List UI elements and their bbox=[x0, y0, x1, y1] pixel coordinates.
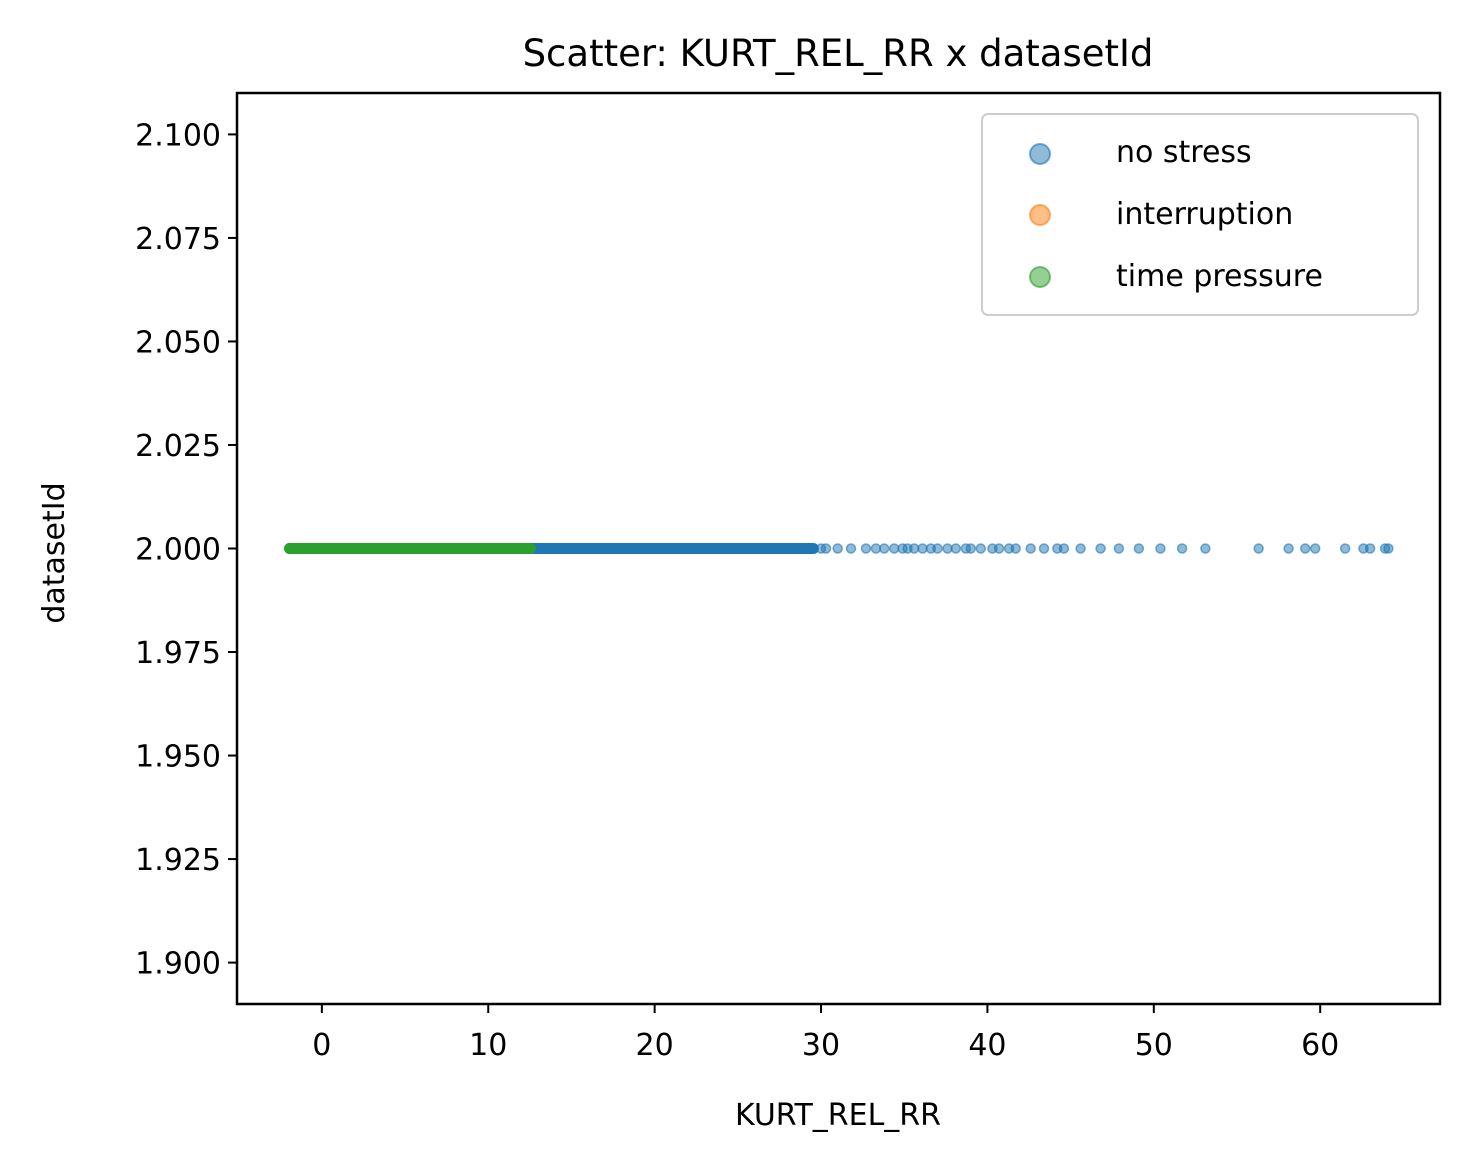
legend-marker-time-pressure bbox=[1029, 266, 1051, 288]
data-point-no-stress bbox=[1309, 543, 1321, 554]
legend-label-time-pressure: time pressure bbox=[1116, 259, 1323, 294]
data-point-no-stress bbox=[1200, 543, 1211, 554]
data-point-no-stress bbox=[1010, 543, 1021, 554]
x-axis-ticks: 0 10 20 30 40 50 60 bbox=[312, 1004, 1339, 1063]
y-tick-label: 1.925 bbox=[135, 843, 221, 878]
plot-points bbox=[284, 543, 1394, 554]
data-point-no-stress bbox=[1058, 543, 1070, 554]
x-tick-label: 30 bbox=[802, 1028, 840, 1063]
data-point-no-stress bbox=[1364, 543, 1376, 554]
x-tick-label: 50 bbox=[1135, 1028, 1173, 1063]
y-tick-label: 1.900 bbox=[135, 947, 221, 982]
x-tick-label: 20 bbox=[636, 1028, 674, 1063]
data-point-no-stress bbox=[1253, 543, 1264, 554]
data-point-no-stress bbox=[993, 543, 1005, 554]
data-point-no-stress bbox=[1133, 543, 1145, 554]
data-point-no-stress bbox=[1155, 543, 1166, 554]
x-tick-label: 40 bbox=[968, 1028, 1006, 1063]
legend: no stress interruption time pressure bbox=[981, 113, 1419, 316]
data-point-no-stress bbox=[1095, 543, 1106, 554]
data-point-no-stress bbox=[820, 543, 832, 554]
data-point-no-stress bbox=[1283, 543, 1294, 554]
data-point-no-stress bbox=[1299, 543, 1311, 554]
data-point-no-stress bbox=[860, 543, 872, 554]
data-point-no-stress bbox=[975, 543, 987, 554]
y-tick-label: 1.950 bbox=[135, 740, 221, 775]
data-point-no-stress bbox=[1339, 543, 1351, 554]
data-point-no-stress bbox=[832, 543, 843, 554]
y-tick-label: 2.075 bbox=[135, 222, 221, 257]
legend-label-interruption: interruption bbox=[1116, 197, 1293, 232]
y-tick-label: 2.050 bbox=[135, 325, 221, 360]
y-axis-label: datasetId bbox=[37, 482, 72, 623]
data-point-no-stress bbox=[879, 543, 890, 554]
y-axis-ticks: 1.900 1.925 1.950 1.975 2.000 2.025 2.050 2.075… bbox=[135, 118, 237, 982]
y-tick-label: 1.975 bbox=[135, 636, 221, 671]
data-points-dense-time-pressure bbox=[284, 543, 537, 554]
data-point-no-stress bbox=[845, 543, 857, 554]
data-point-no-stress bbox=[932, 543, 943, 554]
legend-label-no-stress: no stress bbox=[1116, 135, 1252, 170]
chart-title: Scatter: KURT_REL_RR x datasetId bbox=[523, 32, 1154, 75]
x-tick-label: 60 bbox=[1301, 1028, 1339, 1063]
y-tick-label: 2.000 bbox=[135, 533, 221, 568]
data-point-no-stress bbox=[1025, 543, 1036, 554]
data-point-no-stress bbox=[1113, 543, 1125, 554]
data-point-no-stress bbox=[1176, 543, 1188, 554]
y-tick-label: 2.025 bbox=[135, 429, 221, 464]
data-point-no-stress bbox=[965, 543, 977, 554]
x-axis-label: KURT_REL_RR bbox=[735, 1098, 941, 1133]
legend-marker-interruption bbox=[1029, 204, 1051, 226]
data-point-no-stress bbox=[1075, 543, 1086, 554]
legend-box bbox=[981, 113, 1419, 316]
x-tick-label: 0 bbox=[312, 1028, 331, 1063]
data-point-no-stress bbox=[1038, 543, 1050, 554]
data-point-no-stress bbox=[1383, 543, 1394, 554]
y-tick-label: 2.100 bbox=[135, 118, 221, 153]
x-tick-label: 10 bbox=[469, 1028, 507, 1063]
data-point-no-stress bbox=[950, 543, 962, 554]
legend-marker-no-stress bbox=[1029, 143, 1051, 165]
